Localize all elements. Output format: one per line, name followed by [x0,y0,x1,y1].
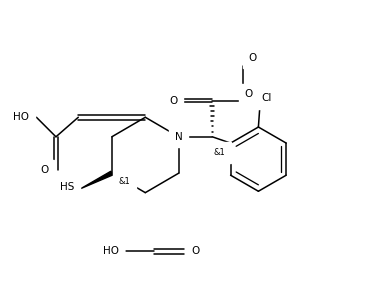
Text: HS: HS [60,182,74,192]
Text: HO: HO [14,112,29,122]
Text: O: O [249,53,257,63]
Text: O: O [244,89,253,99]
Text: O: O [41,165,49,175]
Text: O: O [169,96,178,105]
Text: &1: &1 [119,177,131,186]
Text: &1: &1 [214,148,225,157]
Text: O: O [191,246,199,256]
Text: N: N [175,132,183,142]
Text: Cl: Cl [261,93,272,103]
Text: HO: HO [103,246,119,256]
Polygon shape [81,171,113,188]
